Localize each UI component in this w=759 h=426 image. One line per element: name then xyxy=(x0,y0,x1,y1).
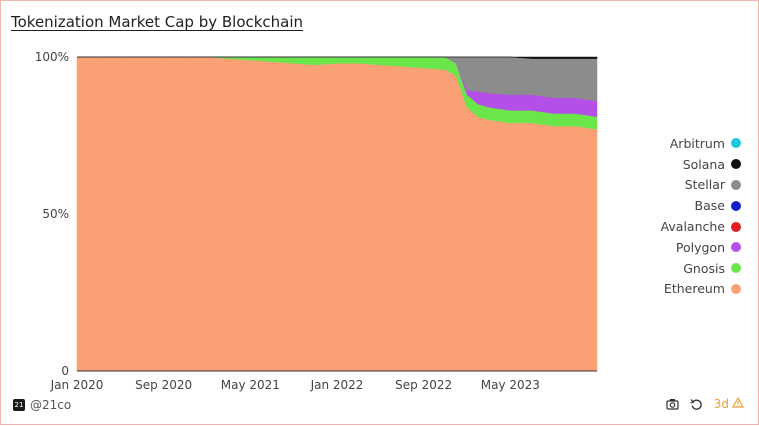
brand-logo: 21 xyxy=(13,399,25,411)
refresh-icon[interactable] xyxy=(690,397,704,411)
x-tick-label: Jan 2022 xyxy=(310,378,364,392)
legend-swatch xyxy=(731,242,741,253)
x-tick-label: Sep 2022 xyxy=(395,378,452,392)
legend-label: Arbitrum xyxy=(669,135,725,151)
legend-item-arbitrum[interactable]: Arbitrum xyxy=(621,133,741,154)
legend-item-base[interactable]: Base xyxy=(621,195,741,216)
x-tick-label: Jan 2020 xyxy=(50,378,104,392)
legend-swatch xyxy=(731,200,741,211)
legend-item-avalanche[interactable]: Avalanche xyxy=(621,216,741,237)
y-tick-label: 100% xyxy=(35,50,69,64)
y-tick-label: 0 xyxy=(61,364,69,378)
freshness-badge[interactable]: 3d xyxy=(713,396,745,411)
x-tick-label: May 2023 xyxy=(481,378,540,392)
chart-title: Tokenization Market Cap by Blockchain xyxy=(11,13,304,31)
area-series-solana[interactable] xyxy=(77,56,598,59)
chart-area-layer xyxy=(76,56,598,372)
legend-swatch xyxy=(731,179,741,190)
legend-swatch xyxy=(731,221,741,232)
legend-swatch xyxy=(731,138,741,149)
legend-item-ethereum[interactable]: Ethereum xyxy=(621,279,741,300)
legend-label: Avalanche xyxy=(660,219,725,235)
y-tick-labels: 100% 50% 0 xyxy=(35,50,69,378)
legend-label: Stellar xyxy=(684,177,725,193)
y-tick-label: 50% xyxy=(42,207,69,221)
legend-item-gnosis[interactable]: Gnosis xyxy=(621,258,741,279)
legend-swatch xyxy=(731,159,741,170)
brand-handle[interactable]: @21co xyxy=(30,398,72,412)
legend-item-solana[interactable]: Solana xyxy=(621,154,741,175)
legend-item-polygon[interactable]: Polygon xyxy=(621,237,741,258)
legend-label: Gnosis xyxy=(683,260,725,276)
x-tick-labels: Jan 2020 Sep 2020 May 2021 Jan 2022 Sep 2022… xyxy=(50,378,540,392)
freshness-label: 3d xyxy=(713,397,729,411)
legend-item-stellar[interactable]: Stellar xyxy=(621,175,741,196)
chart-legend: Arbitrum Solana Stellar Base Avalanche Polygo… xyxy=(621,133,741,299)
legend-label: Base xyxy=(694,198,725,214)
legend-swatch xyxy=(731,283,741,294)
x-tick-label: May 2021 xyxy=(221,378,280,392)
legend-label: Polygon xyxy=(675,239,725,255)
legend-label: Ethereum xyxy=(663,281,725,297)
footer-controls: 3d xyxy=(666,396,745,411)
legend-swatch xyxy=(731,263,741,274)
footer-branding: 21 @21co xyxy=(13,398,71,412)
camera-icon[interactable] xyxy=(666,397,680,411)
x-tick-label: Sep 2020 xyxy=(135,378,192,392)
warning-icon xyxy=(731,396,745,411)
legend-label: Solana xyxy=(682,156,725,172)
